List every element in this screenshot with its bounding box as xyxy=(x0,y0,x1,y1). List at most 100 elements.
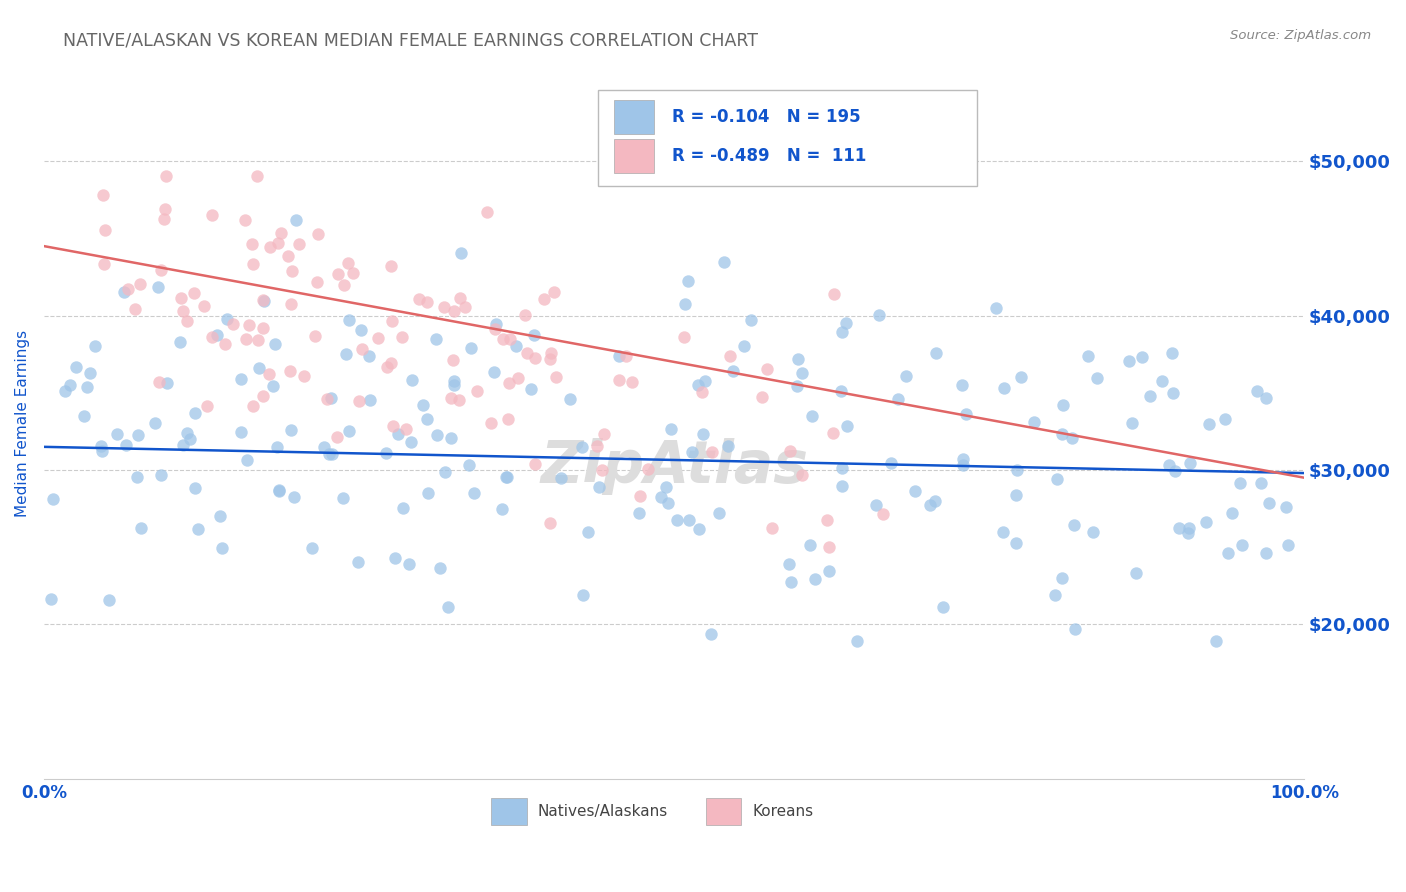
Point xyxy=(267,484,290,499)
Point xyxy=(450,245,472,260)
Point xyxy=(155,169,177,183)
Point xyxy=(76,380,98,394)
Point xyxy=(170,291,193,305)
Point xyxy=(713,254,735,268)
Point xyxy=(429,561,451,575)
Point xyxy=(1229,476,1251,491)
Point xyxy=(267,483,290,497)
Point xyxy=(673,296,696,310)
Point xyxy=(690,385,713,400)
Point xyxy=(1152,374,1174,388)
Point xyxy=(211,541,233,556)
Point xyxy=(637,462,659,476)
Point xyxy=(416,294,439,309)
Point xyxy=(1177,525,1199,540)
Point xyxy=(1177,520,1199,534)
Point xyxy=(790,367,813,381)
Point xyxy=(252,293,274,307)
Point xyxy=(1043,588,1066,602)
Point xyxy=(454,300,477,314)
Point xyxy=(740,313,762,327)
Y-axis label: Median Female Earnings: Median Female Earnings xyxy=(15,330,30,517)
Point xyxy=(1167,521,1189,535)
Point xyxy=(252,321,274,335)
Point xyxy=(278,364,301,378)
Point xyxy=(1198,417,1220,431)
Point xyxy=(280,423,302,437)
Point xyxy=(1161,386,1184,401)
Point xyxy=(1064,623,1087,637)
Point xyxy=(412,398,434,412)
Point xyxy=(150,263,173,277)
Point xyxy=(259,240,281,254)
Point xyxy=(659,422,682,436)
Point xyxy=(292,368,315,383)
Text: R = -0.489   N =  111: R = -0.489 N = 111 xyxy=(672,147,866,165)
Point xyxy=(1052,572,1074,586)
Point xyxy=(505,339,527,353)
Point xyxy=(115,438,138,452)
Point xyxy=(270,227,292,241)
Point xyxy=(751,390,773,404)
Point xyxy=(721,364,744,378)
Point xyxy=(588,480,610,494)
Point xyxy=(215,311,238,326)
Point xyxy=(183,481,205,495)
Point xyxy=(887,392,910,407)
Point xyxy=(799,538,821,552)
Point xyxy=(1046,472,1069,486)
Point xyxy=(571,588,593,602)
Point xyxy=(700,445,723,459)
Point xyxy=(831,326,853,340)
Point xyxy=(904,484,927,499)
Point xyxy=(304,328,326,343)
Point xyxy=(53,384,76,398)
Point xyxy=(1164,464,1187,478)
Point xyxy=(1121,416,1143,430)
Point xyxy=(156,376,179,391)
Point xyxy=(485,317,508,331)
Point xyxy=(229,425,252,439)
Point xyxy=(183,286,205,301)
Point xyxy=(950,378,973,392)
Text: Natives/Alaskans: Natives/Alaskans xyxy=(538,804,668,819)
Point xyxy=(830,384,852,398)
Point xyxy=(1256,546,1278,560)
Point xyxy=(391,330,413,344)
Point xyxy=(401,373,423,387)
Point xyxy=(831,479,853,493)
Point xyxy=(416,486,439,500)
Point xyxy=(315,392,337,406)
Point xyxy=(242,257,264,271)
Point xyxy=(520,382,543,396)
Point xyxy=(1005,463,1028,477)
Point xyxy=(359,393,381,408)
Point xyxy=(312,440,335,454)
Point xyxy=(818,564,841,578)
Point xyxy=(571,441,593,455)
Point xyxy=(650,490,672,504)
Point xyxy=(932,600,955,615)
Point xyxy=(280,296,302,310)
Point xyxy=(425,332,447,346)
Point xyxy=(283,491,305,505)
Point xyxy=(657,496,679,510)
Point xyxy=(380,356,402,370)
Point xyxy=(1195,516,1218,530)
Point xyxy=(676,274,699,288)
Point xyxy=(152,211,174,226)
Point xyxy=(1230,538,1253,552)
Point xyxy=(384,550,406,565)
Point xyxy=(266,440,288,454)
Point xyxy=(242,399,264,413)
Point xyxy=(443,378,465,392)
Point xyxy=(546,369,568,384)
Point xyxy=(433,466,456,480)
Point xyxy=(321,448,343,462)
Point xyxy=(333,278,356,293)
Point xyxy=(179,432,201,446)
Point xyxy=(491,502,513,516)
Point xyxy=(460,341,482,355)
Point xyxy=(924,493,946,508)
Point xyxy=(1118,353,1140,368)
